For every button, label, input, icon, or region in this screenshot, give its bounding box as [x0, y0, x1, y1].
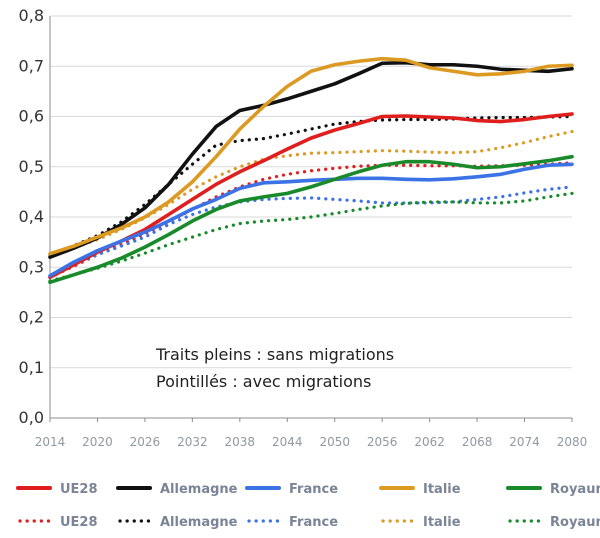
- series-line-france-dotted: [48, 185, 574, 279]
- label-layer: Traits pleins : sans migrations Pointill…: [155, 345, 394, 391]
- y-tick-label: 0,2: [19, 308, 44, 327]
- legend-label-italie: Italie: [423, 482, 461, 497]
- y-tick-label: 0,5: [19, 157, 44, 176]
- x-tick-label: 2074: [509, 435, 540, 449]
- series-line-ue28-dotted: [48, 161, 574, 279]
- series-layer: [48, 56, 574, 285]
- y-tick-label: 0,4: [19, 207, 44, 226]
- series-line-allemagne-dotted: [48, 114, 574, 257]
- series-line-ue28: [48, 112, 574, 280]
- legend-label-allemagne-dotted: Allemagne: [160, 515, 238, 530]
- y-tick-label: 0,6: [19, 107, 44, 126]
- x-tick-label: 2020: [82, 435, 113, 449]
- x-tick-label: 2062: [414, 435, 445, 449]
- axis-layer: 0,0 0,1 0,2 0,3 0,4 0,5 0,6 0,7 0,8 2014 2020 2026 2…: [19, 6, 588, 449]
- legend-label-ue28-dotted: UE28: [60, 515, 98, 530]
- x-tick-label: 2026: [130, 435, 161, 449]
- y-tick-label: 0,0: [19, 408, 44, 427]
- x-tick-label: 2014: [35, 435, 66, 449]
- x-tick-label: 2032: [177, 435, 208, 449]
- annotation-solid: Traits pleins : sans migrations: [155, 345, 394, 364]
- x-tick-label: 2068: [462, 435, 493, 449]
- series-line-royaume-uni: [48, 154, 574, 285]
- y-tick-label: 0,1: [19, 358, 44, 377]
- x-tick-label: 2044: [272, 435, 303, 449]
- annotation-dotted: Pointillés : avec migrations: [156, 372, 371, 391]
- series-line-royaume-uni-dotted: [48, 191, 574, 283]
- legend-label-royaume-uni: Royaume-Uni: [550, 482, 600, 497]
- y-tick-label: 0,3: [19, 257, 44, 276]
- x-tick-label: 2050: [319, 435, 350, 449]
- legend-label-france-dotted: France: [289, 515, 338, 530]
- legend-label-royaume-uni-dotted: Royaume-Uni: [550, 515, 600, 530]
- legend: UE28 Allemagne France Italie Royaume-Uni UE28…: [16, 482, 600, 530]
- legend-label-allemagne: Allemagne: [160, 482, 238, 497]
- x-tick-label: 2080: [557, 435, 588, 449]
- series-line-italie: [48, 56, 574, 256]
- legend-label-france: France: [289, 482, 338, 497]
- legend-label-ue28: UE28: [60, 482, 98, 497]
- x-tick-label: 2056: [367, 435, 398, 449]
- series-line-france: [48, 162, 574, 278]
- y-tick-label: 0,8: [19, 6, 44, 25]
- x-tick-label: 2038: [225, 435, 256, 449]
- legend-label-italie-dotted: Italie: [423, 515, 461, 530]
- series-line-allemagne: [48, 60, 574, 259]
- y-tick-label: 0,7: [19, 56, 44, 75]
